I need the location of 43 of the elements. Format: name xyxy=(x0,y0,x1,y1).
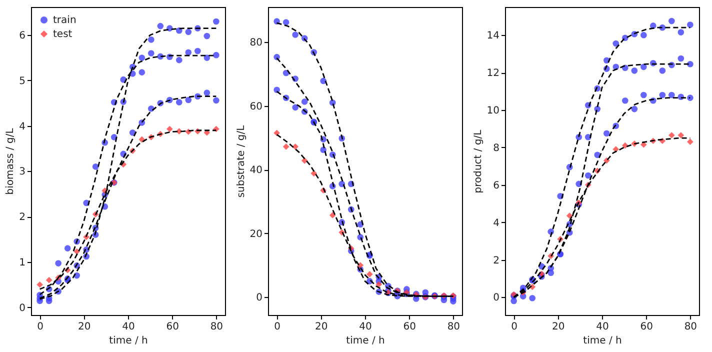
y-tick-label: 2 xyxy=(493,255,500,266)
x-axis-title: time / h xyxy=(109,336,148,346)
x-tick-label: 20 xyxy=(315,322,328,332)
y-tick-label: 12 xyxy=(486,68,500,80)
y-tick-label: 6 xyxy=(19,30,26,42)
x-tick-label: 40 xyxy=(596,322,609,332)
y-tick-label: 4 xyxy=(19,121,26,132)
y-tick-label: 3 xyxy=(19,166,26,178)
x-tick-label: 0 xyxy=(274,322,281,332)
y-tick-label: 60 xyxy=(250,101,262,112)
legend-label: train xyxy=(53,15,76,26)
y-tick-label: 1 xyxy=(19,257,26,268)
x-tick-label: 0 xyxy=(37,322,44,332)
y-axis-title: substrate / g/L xyxy=(236,124,247,198)
y-tick-label: 14 xyxy=(486,30,500,42)
y-tick-label: 0 xyxy=(256,292,262,304)
x-tick-label: 60 xyxy=(166,322,179,332)
y-tick-label: 8 xyxy=(493,142,500,154)
x-axis-title: time / h xyxy=(346,336,385,346)
y-tick-label: 80 xyxy=(250,38,262,49)
y-tick-label: 6 xyxy=(493,180,500,192)
x-tick-label: 60 xyxy=(640,322,653,332)
legend-label: test xyxy=(53,29,72,40)
y-tick-label: 0 xyxy=(493,292,500,304)
x-tick-label: 80 xyxy=(684,322,698,332)
x-tick-label: 60 xyxy=(403,322,416,332)
x-tick-label: 20 xyxy=(552,322,565,332)
y-tick-label: 20 xyxy=(250,228,262,240)
y-tick-label: 2 xyxy=(19,212,26,224)
x-tick-label: 40 xyxy=(122,322,135,332)
y-axis-title: product / g/L xyxy=(472,129,484,194)
y-tick-label: 40 xyxy=(250,165,262,176)
x-tick-label: 40 xyxy=(359,322,372,332)
x-tick-label: 80 xyxy=(210,322,224,332)
x-tick-label: 0 xyxy=(511,322,518,332)
y-tick-label: 5 xyxy=(19,76,26,87)
x-tick-label: 20 xyxy=(78,322,91,332)
y-tick-label: 10 xyxy=(486,105,500,116)
x-axis-title: time / h xyxy=(583,336,622,346)
y-tick-label: 0 xyxy=(19,302,26,314)
y-tick-label: 4 xyxy=(493,218,500,229)
y-axis-title: biomass / g/L xyxy=(5,128,16,195)
x-tick-label: 80 xyxy=(447,322,460,332)
